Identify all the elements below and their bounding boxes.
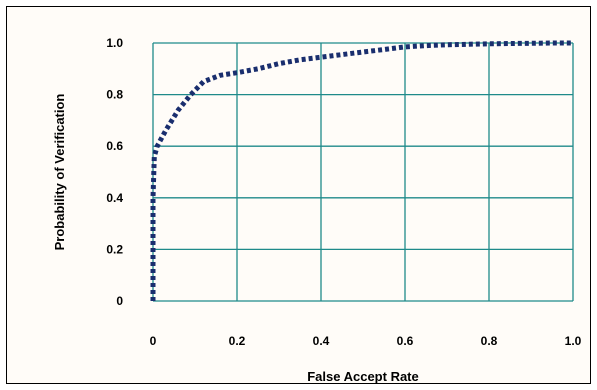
x-axis-label: False Accept Rate [307, 369, 419, 384]
y-tick-label: 1.0 [106, 36, 123, 50]
x-tick-label: 0.2 [229, 334, 246, 348]
x-tick-label: 0.4 [313, 334, 330, 348]
y-tick-label: 0.8 [106, 88, 123, 102]
series-layer [150, 40, 573, 301]
chart-frame [6, 6, 591, 384]
roc-curve-series [150, 40, 573, 301]
x-tick-label: 1.0 [565, 334, 582, 348]
x-tick-label: 0.6 [397, 334, 414, 348]
y-tick-label: 0.4 [106, 191, 123, 205]
grid [152, 42, 574, 302]
x-tick-label: 0.8 [481, 334, 498, 348]
y-tick-label: 0 [116, 294, 123, 308]
x-axis-ticks: 0 0.2 0.4 0.6 0.8 1.0 [150, 334, 582, 348]
y-axis-label: Probability of Verification [52, 94, 67, 251]
y-axis-ticks: 0 0.2 0.4 0.6 0.8 1.0 [106, 36, 123, 308]
y-tick-label: 0.6 [106, 139, 123, 153]
x-tick-label: 0 [150, 334, 157, 348]
y-tick-label: 0.2 [106, 242, 123, 256]
